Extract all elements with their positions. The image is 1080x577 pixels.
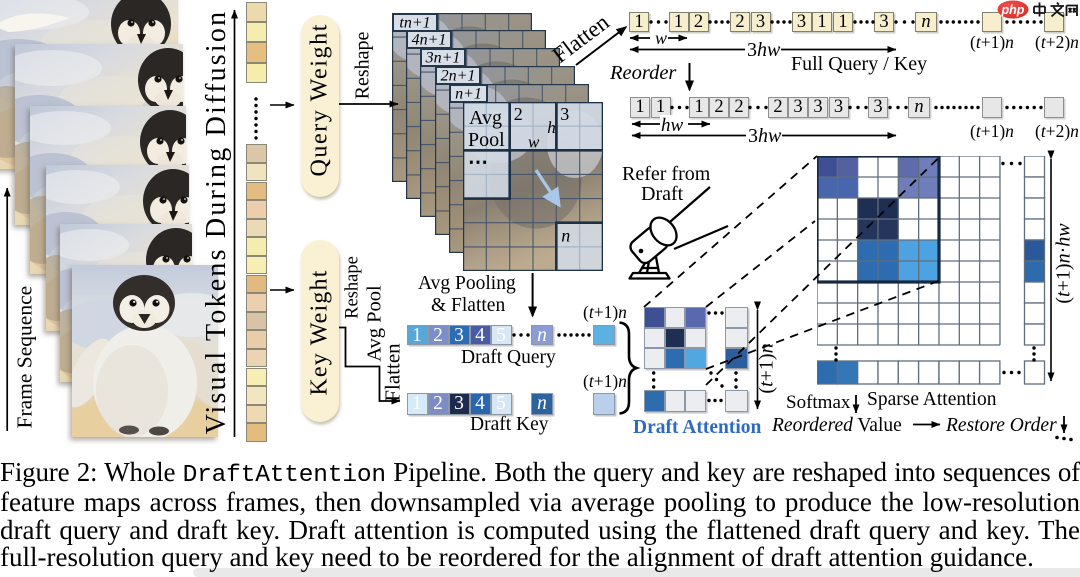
svg-text:2: 2 — [514, 104, 523, 124]
svg-text:3hw: 3hw — [747, 39, 781, 61]
svg-text:2n+1: 2n+1 — [440, 68, 475, 85]
svg-text:3hw: 3hw — [748, 125, 782, 147]
svg-text:n: n — [561, 225, 570, 245]
svg-text:w: w — [528, 132, 540, 151]
svg-text:Avg: Avg — [469, 107, 502, 129]
svg-text:3n+1: 3n+1 — [425, 50, 461, 67]
svg-text:3: 3 — [560, 104, 569, 124]
svg-text:php: php — [1001, 3, 1025, 17]
svg-text:w: w — [655, 28, 667, 48]
svg-text:h: h — [547, 118, 556, 137]
svg-text:n+1: n+1 — [455, 85, 482, 102]
svg-text:⋯: ⋯ — [468, 151, 488, 173]
svg-text:hw: hw — [661, 115, 684, 136]
svg-text:4n+1: 4n+1 — [412, 32, 447, 49]
svg-text:tn+1: tn+1 — [399, 14, 430, 31]
svg-text:Pool: Pool — [468, 129, 505, 151]
